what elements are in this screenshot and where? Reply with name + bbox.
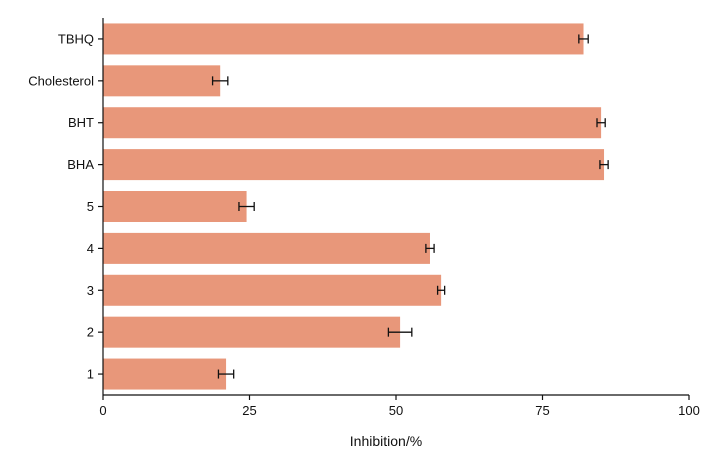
error-bars-group xyxy=(211,34,609,379)
bar-cholesterol xyxy=(103,65,221,97)
bar-5 xyxy=(103,191,247,222)
error-bar-3 xyxy=(436,285,446,295)
y-tick-labels: TBHQ Cholesterol BHT BHA 5 4 3 2 1 xyxy=(28,31,103,382)
y-tick-label: 3 xyxy=(87,283,94,298)
y-tick-label: BHA xyxy=(67,157,94,172)
y-tick-label: TBHQ xyxy=(58,31,94,46)
bar-bha xyxy=(103,149,605,181)
y-tick-label: 4 xyxy=(87,241,94,256)
error-bar-2 xyxy=(387,327,413,337)
bar-4 xyxy=(103,232,430,264)
error-bar-tbhq xyxy=(578,34,589,44)
y-tick-label: 5 xyxy=(87,199,94,214)
error-bar-4 xyxy=(425,243,435,253)
x-ticks: 0 25 50 75 100 xyxy=(99,395,700,418)
bar-tbhq xyxy=(103,23,584,55)
bar-1 xyxy=(103,358,227,390)
bar-3 xyxy=(103,274,442,306)
error-bar-5 xyxy=(238,202,255,211)
x-tick-label: 100 xyxy=(678,403,700,418)
x-axis-title: Inhibition/% xyxy=(350,433,422,449)
y-tick-label: 1 xyxy=(87,367,94,382)
x-tick-label: 25 xyxy=(242,403,256,418)
x-tick-label: 75 xyxy=(535,403,549,418)
error-bar-bht xyxy=(596,118,606,128)
x-tick-label: 50 xyxy=(389,403,403,418)
y-tick-label: 2 xyxy=(87,325,94,340)
x-tick-label: 0 xyxy=(99,403,106,418)
error-bar-cholesterol xyxy=(211,76,229,86)
error-bar-1 xyxy=(217,369,235,379)
y-tick-label: BHT xyxy=(68,115,94,130)
y-tick-label: Cholesterol xyxy=(28,73,94,88)
bars-group xyxy=(103,23,605,390)
bar-2 xyxy=(103,316,401,348)
error-bar-bha xyxy=(599,160,609,170)
bar-bht xyxy=(103,107,602,139)
